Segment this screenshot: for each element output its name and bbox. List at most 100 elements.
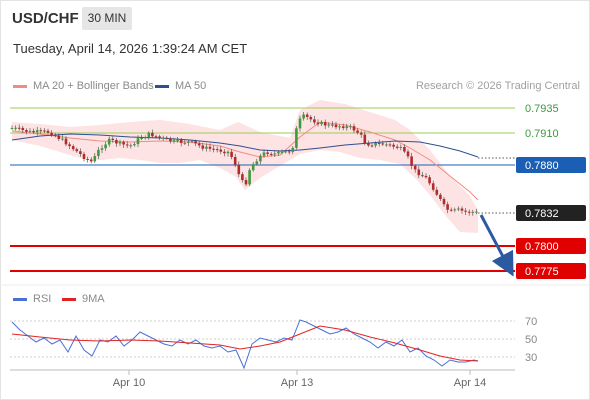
candle-body (424, 175, 428, 178)
candle-body (118, 142, 122, 144)
candle-body (284, 151, 287, 153)
candle-body (237, 164, 241, 175)
candle-body (75, 149, 79, 152)
candle-body (25, 130, 28, 132)
candle-body (215, 149, 219, 151)
candle-body (266, 152, 269, 154)
candle-body (158, 136, 161, 138)
x-label-apr13: Apr 13 (281, 377, 313, 389)
candle-body (172, 140, 176, 142)
candle-body (370, 145, 374, 147)
candle-body (86, 159, 89, 161)
candle-body (107, 138, 111, 145)
candle-body (449, 209, 453, 211)
rsi-line (11, 319, 479, 370)
rsi-ma-legend-label: 9MA (82, 293, 105, 305)
level-label-0.7800: 0.7800 (516, 238, 586, 254)
candle-body (341, 126, 345, 129)
x-label-apr14: Apr 14 (454, 377, 486, 389)
candle-body (460, 208, 464, 211)
candle-body (21, 127, 25, 131)
candle-body (122, 142, 125, 145)
candle-body (453, 209, 457, 211)
candle-body (133, 144, 136, 146)
candle-body (475, 211, 478, 213)
candle-body (82, 153, 86, 160)
candle-body (388, 144, 392, 146)
candle-body (442, 198, 446, 205)
candle-body (104, 144, 107, 149)
candle-body (205, 146, 208, 149)
candle-body (273, 153, 277, 155)
candle-body (413, 165, 417, 170)
level-label-0.7935: 0.7935 (525, 103, 559, 115)
candle-body (367, 143, 370, 146)
candle-body (403, 147, 406, 152)
bollinger-band (12, 100, 478, 233)
candle-body (233, 157, 237, 165)
symbol-title: USD/CHF (12, 10, 79, 27)
candle-body (421, 175, 424, 177)
research-credit: Research © 2026 Trading Central (415, 80, 580, 92)
candle-body (39, 130, 43, 132)
candle-body (363, 134, 367, 144)
candle-body (161, 137, 165, 139)
candle-body (140, 138, 143, 140)
candle-body (219, 149, 223, 152)
candle-body (93, 156, 97, 162)
candle-body (97, 149, 100, 157)
candle-body (356, 130, 359, 133)
candle-body (136, 138, 140, 145)
candle-body (187, 141, 190, 143)
level-label-0.7880: 0.7880 (516, 157, 586, 173)
timeframe-button[interactable]: 30 MIN (82, 7, 132, 30)
ma50-legend-swatch (155, 85, 169, 88)
candle-body (17, 127, 21, 129)
candlestick-series (10, 111, 478, 216)
candle-body (111, 138, 115, 140)
candle-body (399, 147, 403, 149)
candle-body (410, 156, 413, 166)
candle-body (269, 153, 273, 155)
candle-body (201, 145, 205, 149)
candle-body (331, 124, 334, 126)
level-text: 0.7775 (525, 266, 559, 278)
candle-body (179, 140, 183, 143)
candle-body (471, 211, 475, 213)
candle-body (43, 130, 46, 132)
candle-body (345, 126, 349, 129)
candle-body (129, 145, 133, 147)
rsi-50-label: 50 (525, 334, 537, 346)
x-label-apr10: Apr 10 (113, 377, 145, 389)
candle-body (385, 144, 388, 146)
candle-body (53, 135, 57, 137)
candle-body (262, 152, 266, 156)
candle-body (291, 147, 295, 152)
candle-body (295, 128, 298, 148)
level-text: 0.7935 (525, 103, 559, 115)
candle-body (381, 143, 385, 145)
candle-body (230, 151, 233, 158)
candle-body (28, 130, 32, 132)
candle-body (212, 148, 215, 150)
candle-body (190, 141, 194, 143)
chart-header: USD/CHF 30 MIN (0, 0, 590, 36)
candle-body (327, 124, 331, 126)
candle-body (151, 132, 154, 137)
candle-body (89, 159, 93, 162)
candle-body (320, 122, 323, 125)
level-text: 0.7910 (525, 128, 559, 140)
candle-body (64, 138, 68, 145)
candle-body (147, 132, 151, 138)
rsi-legend-label: RSI (33, 293, 52, 305)
candle-body (374, 142, 377, 146)
candle-body (194, 141, 197, 144)
candle-body (302, 114, 305, 119)
candle-body (10, 127, 14, 129)
candle-body (316, 122, 320, 125)
candle-body (226, 151, 230, 154)
candle-body (169, 138, 172, 142)
candle-body (352, 126, 356, 131)
candle-body (46, 130, 50, 133)
